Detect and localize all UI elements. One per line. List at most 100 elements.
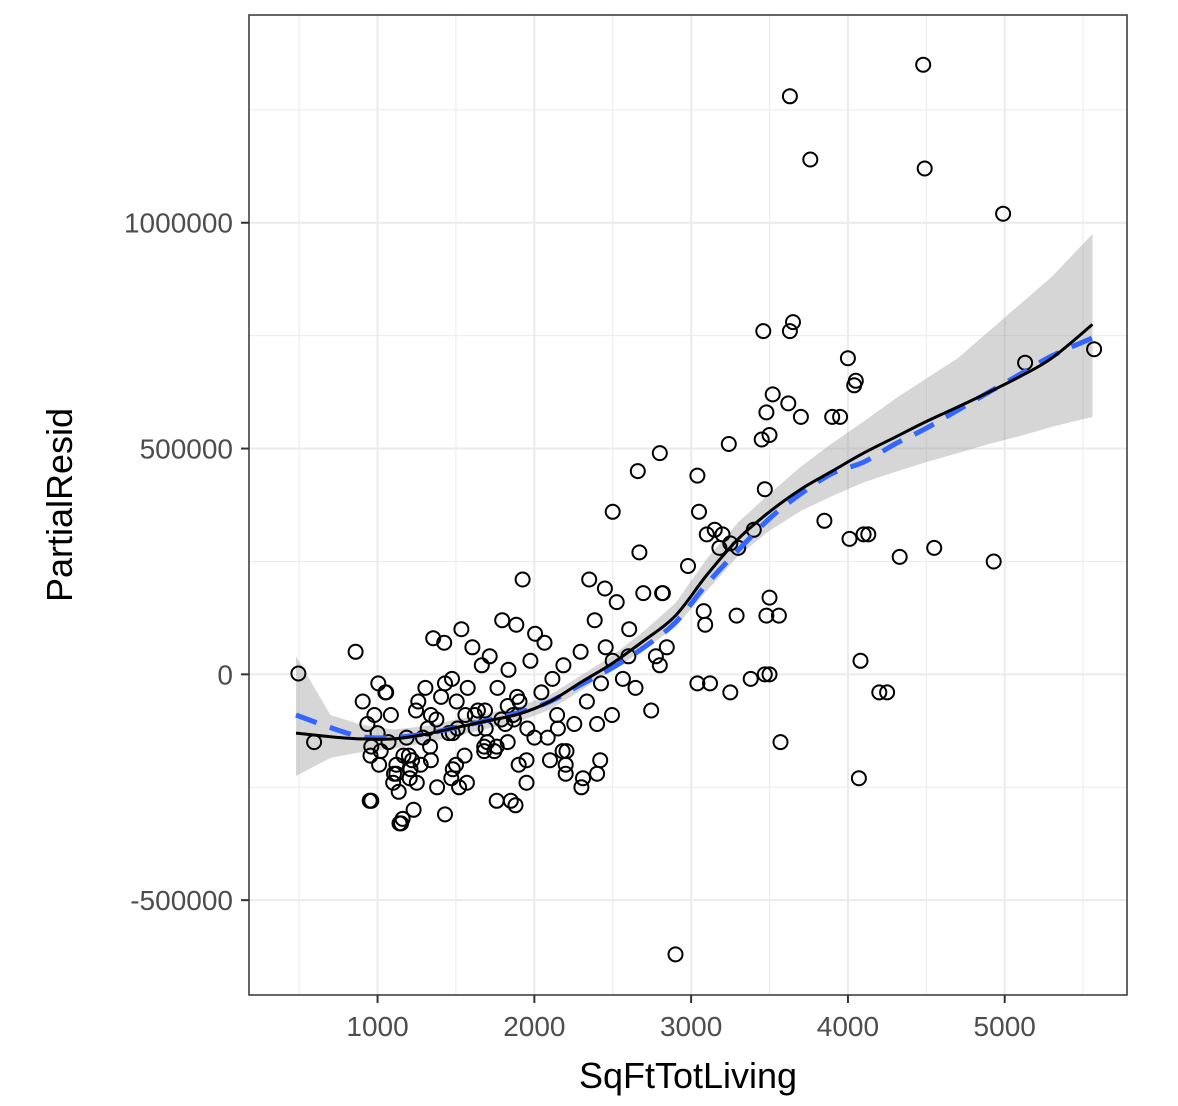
data-point [507, 797, 524, 814]
data-point [354, 693, 371, 710]
data-point [593, 675, 609, 692]
data-point [459, 679, 476, 696]
data-point [408, 774, 425, 791]
data-point [500, 661, 517, 678]
data-point [586, 612, 603, 629]
data-point [394, 810, 411, 827]
y-tick-label: 0 [217, 659, 233, 690]
data-point [995, 205, 1012, 222]
data-point [581, 571, 598, 588]
data-point [850, 770, 867, 787]
data-point [629, 463, 646, 480]
data-point [385, 774, 402, 791]
data-point [654, 585, 671, 602]
data-point [592, 752, 609, 769]
data-point [1086, 341, 1103, 358]
data-point [631, 544, 648, 561]
data-point [522, 652, 539, 669]
data-point [772, 734, 789, 751]
data-point [915, 56, 932, 73]
data-point [792, 408, 809, 425]
data-point [542, 752, 558, 769]
data-point [758, 404, 775, 421]
data-point [451, 779, 468, 796]
data-point [362, 747, 379, 764]
data-point [408, 702, 424, 719]
x-tick-label: 2000 [503, 1011, 565, 1042]
data-point [596, 580, 613, 597]
data-point [499, 734, 516, 751]
data-point [494, 612, 511, 629]
x-tick-label: 4000 [817, 1011, 879, 1042]
data-point [473, 657, 490, 674]
data-point [604, 707, 620, 723]
data-point [518, 774, 535, 791]
data-point [429, 779, 446, 796]
data-point [477, 702, 493, 719]
data-point [572, 643, 589, 660]
plot-background [249, 15, 1127, 995]
data-point [366, 707, 383, 723]
data-point [651, 657, 668, 674]
data-point [916, 160, 933, 177]
x-tick-label: 3000 [660, 1011, 722, 1042]
data-point [627, 679, 644, 696]
data-point [405, 801, 422, 818]
data-point [575, 770, 591, 787]
data-point [764, 386, 781, 403]
data-point [476, 743, 493, 760]
data-point [604, 503, 621, 520]
data-point [846, 377, 863, 394]
data-point [667, 946, 684, 963]
data-point [770, 607, 787, 624]
data-point [388, 756, 405, 773]
data-point [536, 634, 553, 651]
data-point [689, 675, 706, 692]
data-point [436, 634, 453, 651]
data-point [508, 616, 525, 633]
data-point [722, 684, 739, 701]
data-point [589, 716, 606, 732]
data-point [502, 792, 519, 809]
data-point [410, 693, 427, 710]
data-point [816, 512, 833, 529]
data-point [647, 648, 664, 665]
data-point [402, 761, 419, 778]
data-point [437, 806, 453, 823]
data-point [785, 314, 801, 331]
spline-layer [295, 335, 1094, 741]
data-point [518, 752, 535, 769]
data-point [573, 779, 590, 796]
data-point [706, 521, 723, 538]
data-point [761, 666, 778, 683]
data-point [871, 684, 888, 701]
data-point [855, 526, 872, 543]
data-point [761, 427, 778, 443]
data-point [527, 625, 544, 642]
data-point [555, 657, 572, 674]
data-point [755, 323, 772, 340]
data-point [457, 707, 474, 723]
data-point [404, 752, 421, 769]
data-point [839, 350, 856, 367]
data-point [444, 761, 461, 778]
data-point [728, 607, 745, 624]
data-point [422, 707, 439, 723]
data-point [698, 526, 715, 543]
data-point [711, 539, 728, 556]
data-point [380, 734, 397, 751]
y-tick-label: -500000 [130, 885, 233, 916]
data-point [926, 539, 943, 556]
x-tick-label: 1000 [346, 1011, 408, 1042]
data-point [689, 467, 706, 484]
data-point [891, 548, 908, 565]
data-point [361, 792, 378, 809]
data-point [390, 783, 407, 800]
data-point [549, 720, 566, 737]
data-point [722, 535, 739, 552]
data-point [608, 594, 625, 611]
data-point [691, 503, 707, 520]
y-axis-title: PartialResid [39, 408, 80, 602]
data-point [879, 684, 896, 701]
smooth-line [295, 323, 1094, 741]
